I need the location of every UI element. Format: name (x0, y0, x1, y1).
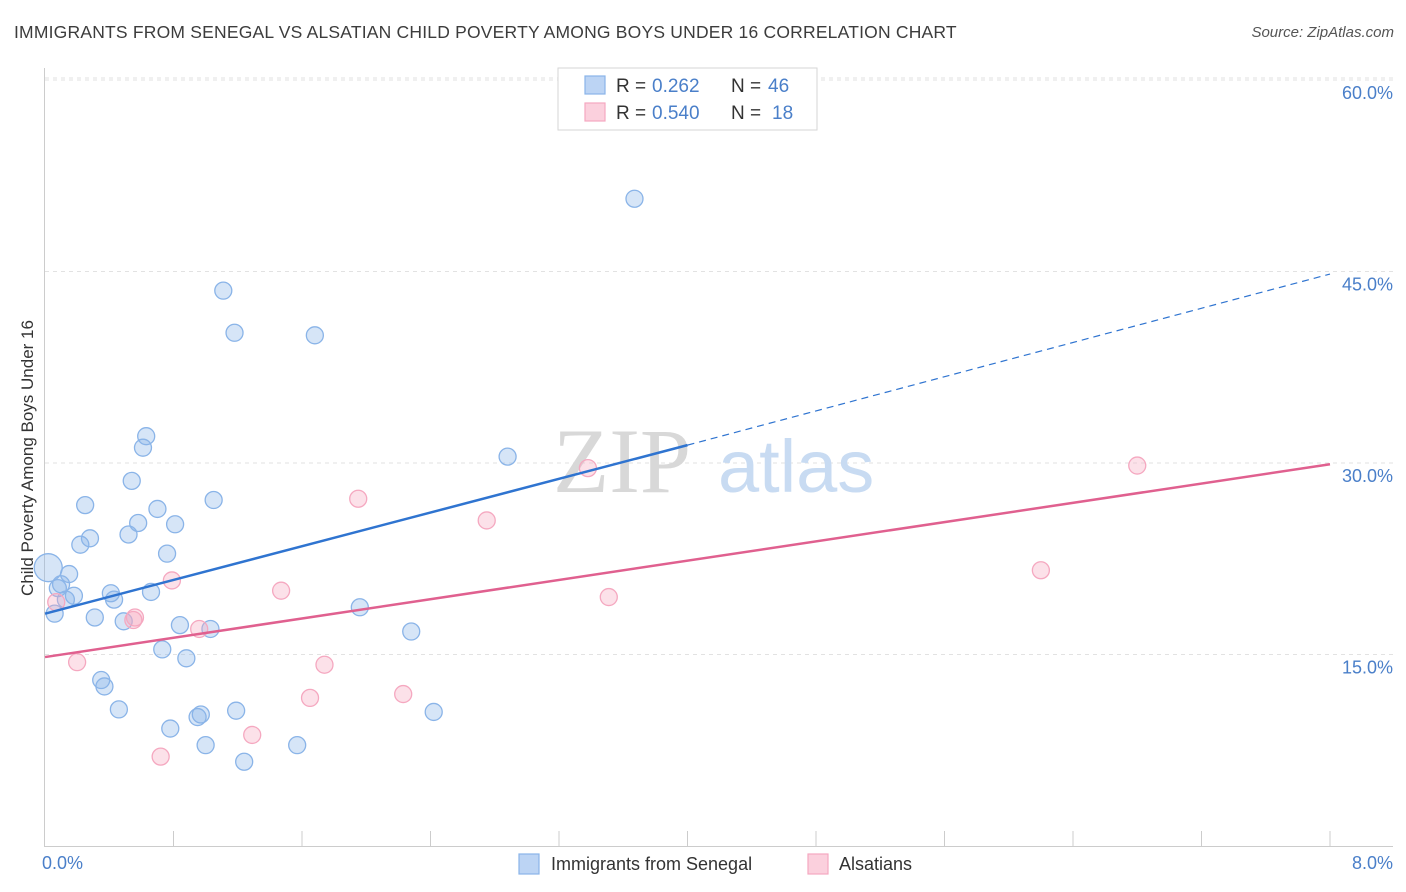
alsatians-point-9 (300, 688, 320, 708)
bottom-legend-swatch-alsatians (807, 853, 829, 875)
senegal-point-8 (80, 529, 100, 548)
legend-r-label-0: R = (616, 76, 646, 97)
trend-lines (44, 273, 1331, 659)
alsatians-point-17 (1128, 456, 1147, 475)
y-tick-label-15: 15.0% (1342, 658, 1393, 678)
x-ticks (173, 831, 1331, 846)
gridlines (45, 77, 1393, 655)
x-tick-label-min: 0.0% (42, 853, 83, 873)
senegal-point-7 (76, 495, 95, 515)
senegal-point-45 (48, 578, 67, 598)
senegal-point-23 (153, 640, 172, 659)
alsatians-point-11 (349, 489, 368, 508)
legend-n-value-1: 18 (772, 103, 793, 124)
senegal-point-44 (625, 189, 644, 208)
alsatians-point-4 (151, 747, 170, 766)
senegal-point-9 (85, 608, 104, 627)
chart-title: IMMIGRANTS FROM SENEGAL VS ALSATIAN CHIL… (14, 22, 957, 42)
axes (44, 68, 1393, 847)
bottom-legend-swatch-senegal (518, 853, 540, 875)
y-tick-label-45: 45.0% (1342, 275, 1393, 295)
legend-r-value-1: 0.540 (652, 103, 700, 124)
senegal-point-29 (188, 707, 207, 727)
senegal-point-24 (157, 544, 177, 563)
watermark-atlas: atlas (718, 425, 874, 508)
alsatians-point-12 (394, 684, 413, 704)
legend-r-value-0: 0.262 (652, 76, 700, 97)
senegal-point-15 (114, 612, 133, 631)
senegal-point-4 (59, 564, 79, 584)
senegal-point-18 (129, 513, 148, 533)
legend: R = 0.262 N = 46 R = 0.540 N = 18 (557, 67, 818, 131)
trend-line-senegal-extension (687, 273, 1331, 446)
y-axis-label: Child Poverty Among Boys Under 16 (18, 320, 37, 596)
senegal-point-38 (288, 735, 307, 755)
senegal-point-43 (498, 447, 517, 466)
trend-line-alsatians (44, 463, 1331, 659)
senegal-point-41 (402, 622, 421, 641)
senegal-point-22 (148, 499, 167, 519)
senegal-point-28 (177, 649, 196, 668)
senegal-point-31 (196, 735, 215, 755)
senegal-point-20 (137, 427, 156, 446)
legend-n-label-0: N = (731, 76, 761, 97)
alsatians-point-15 (599, 587, 618, 607)
senegal-point-30 (191, 705, 210, 724)
legend-r-label-1: R = (616, 103, 646, 124)
bottom-legend: Immigrants from Senegal Alsatians (518, 853, 912, 875)
alsatians-point-1 (67, 653, 87, 672)
senegal-point-11 (95, 677, 114, 696)
senegal-point-40 (350, 598, 369, 617)
alsatians-point-8 (271, 581, 291, 600)
senegal-point-25 (161, 719, 180, 738)
senegal-point-6 (71, 535, 90, 554)
senegal-point-19 (133, 438, 153, 457)
alsatians-point-10 (315, 655, 334, 674)
bottom-legend-label-alsatians: Alsatians (839, 854, 912, 874)
senegal-point-17 (122, 471, 141, 491)
legend-n-label-1: N = (731, 103, 761, 124)
alsatians-point-3 (124, 610, 143, 630)
y-tick-label-30: 30.0% (1342, 466, 1393, 486)
senegal-point-14 (109, 700, 129, 719)
x-tick-label-max: 8.0% (1352, 853, 1393, 873)
senegal-point-33 (204, 490, 223, 510)
watermark-zip: ZIP (553, 410, 691, 512)
senegal-point-5 (64, 586, 84, 605)
alsatians-point-13 (477, 511, 496, 530)
legend-swatch-senegal (584, 75, 606, 95)
senegal-point-34 (214, 281, 233, 300)
y-tick-labels: 15.0% 30.0% 45.0% 60.0% (1342, 83, 1393, 678)
legend-swatch-alsatians (584, 102, 606, 122)
y-tick-label-60: 60.0% (1342, 83, 1393, 103)
watermark: ZIP atlas (553, 410, 874, 512)
senegal-point-36 (226, 701, 246, 720)
senegal-point-37 (235, 752, 254, 771)
alsatians-point-7 (243, 725, 262, 745)
senegal-point-42 (424, 702, 443, 722)
senegal-point-39 (305, 326, 325, 345)
senegal-point-26 (165, 515, 185, 534)
alsatians-point-16 (1031, 561, 1051, 580)
senegal-point-35 (225, 323, 244, 342)
trend-line-senegal (44, 443, 688, 615)
series-senegal-points (33, 189, 644, 771)
chart-source: Source: ZipAtlas.com (1251, 24, 1394, 41)
senegal-point-27 (170, 615, 190, 635)
legend-n-value-0: 46 (768, 76, 789, 97)
senegal-point-0 (33, 553, 63, 583)
bottom-legend-label-senegal: Immigrants from Senegal (551, 854, 752, 874)
